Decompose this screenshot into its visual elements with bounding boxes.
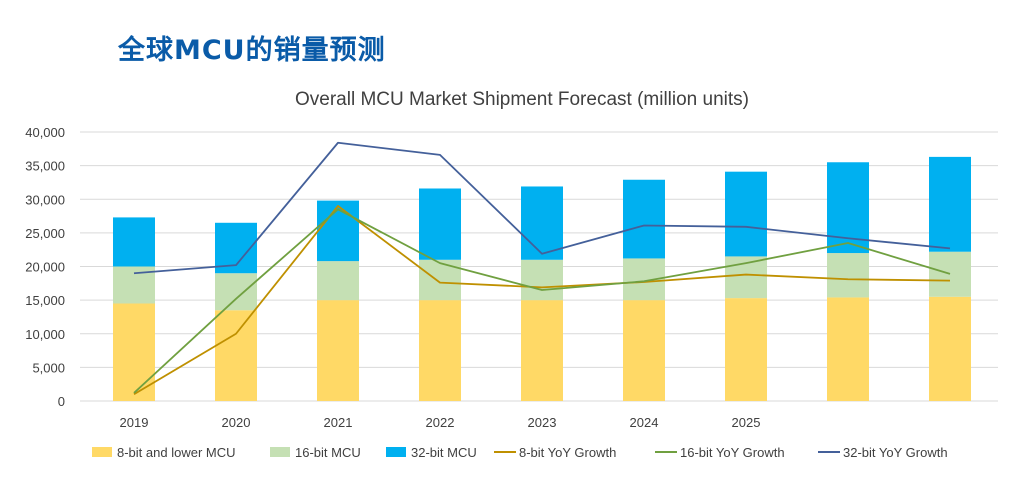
legend-label: 8-bit and lower MCU [117, 445, 236, 460]
bar-8bit [623, 300, 665, 401]
bar-8bit [521, 300, 563, 401]
line-32bit-yoy [133, 141, 951, 275]
bars [113, 156, 971, 401]
line-8bit-yoy [133, 205, 951, 396]
y-axis: 0 5,000 10,000 15,000 20,000 25,000 30,000 35,0… [25, 125, 65, 409]
bar-8bit [725, 298, 767, 401]
y-tick-label: 5,000 [32, 360, 65, 375]
legend-label: 16-bit YoY Growth [680, 445, 785, 460]
bar-16bit [419, 259, 461, 301]
bar-32bit [929, 156, 971, 252]
legend-swatch [92, 447, 112, 457]
y-tick-label: 10,000 [25, 327, 65, 342]
y-tick-label: 25,000 [25, 226, 65, 241]
legend-label: 32-bit MCU [411, 445, 477, 460]
bar-32bit [419, 188, 461, 260]
bar-8bit [929, 296, 971, 401]
x-tick-label: 2025 [732, 415, 761, 430]
legend-swatch [270, 447, 290, 457]
bar-8bit [827, 297, 869, 401]
bar-8bit [113, 303, 155, 401]
bar-8bit [317, 300, 359, 401]
legend-label: 16-bit MCU [295, 445, 361, 460]
y-tick-label: 40,000 [25, 125, 65, 140]
y-tick-label: 35,000 [25, 159, 65, 174]
line-16bit-yoy [133, 208, 951, 394]
legend: 8-bit and lower MCU 16-bit MCU 32-bit MCU 8… [92, 445, 948, 460]
x-tick-label: 2020 [222, 415, 251, 430]
bar-16bit [317, 261, 359, 301]
x-tick-label: 2024 [630, 415, 659, 430]
x-tick-label: 2022 [426, 415, 455, 430]
bar-32bit [113, 217, 155, 267]
x-axis: 2019 2020 2021 2022 2023 2024 2025 [120, 415, 761, 430]
x-tick-label: 2021 [324, 415, 353, 430]
y-tick-label: 15,000 [25, 293, 65, 308]
bar-32bit [623, 179, 665, 259]
bar-8bit [215, 310, 257, 401]
bar-16bit [929, 251, 971, 297]
y-tick-label: 30,000 [25, 192, 65, 207]
y-tick-label: 0 [58, 394, 65, 409]
x-tick-label: 2023 [528, 415, 557, 430]
legend-label: 32-bit YoY Growth [843, 445, 948, 460]
bar-32bit [521, 186, 563, 260]
bar-32bit [317, 200, 359, 262]
lines [133, 141, 951, 396]
x-tick-label: 2019 [120, 415, 149, 430]
legend-label: 8-bit YoY Growth [519, 445, 616, 460]
bar-32bit [725, 171, 767, 257]
y-tick-label: 20,000 [25, 260, 65, 275]
legend-swatch [386, 447, 406, 457]
bar-8bit [419, 300, 461, 401]
chart-title: Overall MCU Market Shipment Forecast (mi… [295, 89, 749, 110]
bar-16bit [215, 273, 257, 311]
bar-16bit [827, 253, 869, 298]
page-title: 全球MCU的销量预测 [118, 35, 386, 66]
bar-16bit [521, 259, 563, 301]
